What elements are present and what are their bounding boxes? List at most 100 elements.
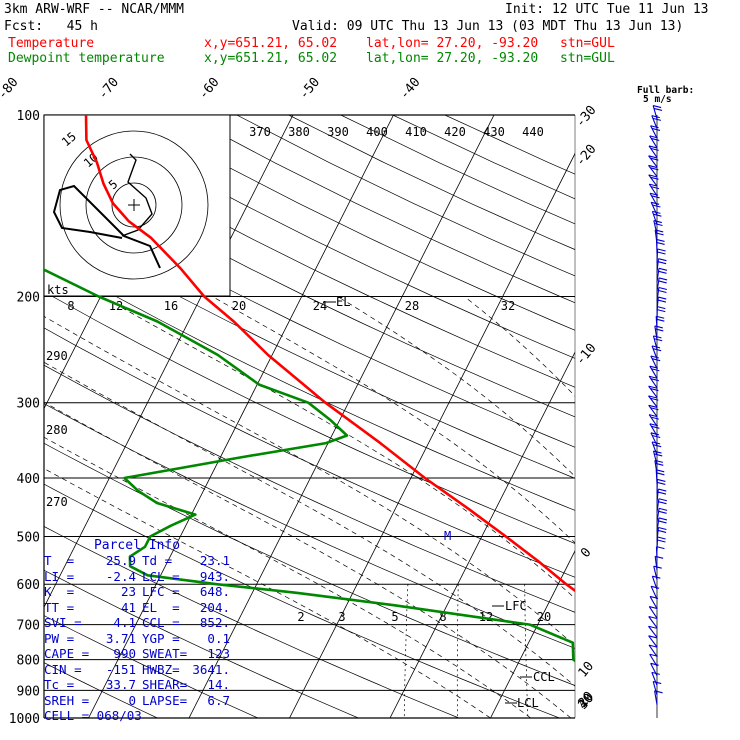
barb-flag: [654, 453, 663, 457]
barb-flag: [653, 107, 663, 111]
wind-barb: [649, 135, 660, 149]
barb-flag: [650, 388, 659, 392]
barb-staff: [648, 385, 658, 398]
wind-barb: [651, 671, 660, 686]
wind-barb: [654, 325, 664, 340]
barb-flag: [650, 432, 660, 436]
barb-staff: [656, 508, 660, 523]
pressure-label: 400: [17, 472, 40, 487]
barb-flag: [654, 222, 663, 227]
parcel-v1: 0: [128, 692, 136, 708]
dewpoint-legend-label: Dewpoint temperature: [8, 51, 165, 66]
barb-flag: [649, 183, 658, 187]
wind-barb: [656, 248, 666, 264]
barb-staff: [651, 672, 658, 686]
temperature-profile-line: [84, 115, 575, 593]
wind-barb: [653, 220, 663, 235]
parcel-l1: T =: [44, 553, 75, 568]
barb-flag: [648, 395, 657, 399]
parcel-row: Tc = 33.7 SHEAR= 14.: [44, 677, 230, 693]
barb-flag: [650, 397, 659, 401]
barb-flag: [657, 478, 666, 482]
parcel-v1: 4.1: [113, 615, 136, 630]
barb-staff: [648, 165, 658, 177]
parcel-l1: SREH =: [44, 692, 90, 708]
parcel-row: T = 25.9 Td = 23.1: [44, 553, 230, 569]
parcel-l2: HWBZ=: [142, 661, 180, 677]
isotherm-line: [88, 115, 394, 718]
barb-flag: [651, 345, 661, 349]
wind-barb: [656, 536, 666, 552]
barb-flag: [653, 450, 662, 454]
parcel-v1: -2.4: [105, 568, 136, 584]
parcel-v1: 33.7: [105, 677, 136, 692]
temperature-legend-label: Temperature: [8, 36, 95, 51]
barb-staff: [656, 258, 659, 273]
wind-barb: [648, 615, 658, 629]
hodograph-ring: [85, 156, 183, 254]
barb-flag: [650, 355, 659, 359]
wind-barb: [656, 488, 667, 504]
isotherm-label: -40: [397, 75, 424, 103]
barb-staff: [654, 325, 658, 340]
speed-label: 32: [501, 299, 515, 313]
isotherm-line: [389, 351, 575, 718]
dry-adiabat-line: [44, 123, 575, 388]
wind-barb: [650, 585, 660, 600]
wind-barbs: [648, 105, 668, 718]
barb-staff: [656, 248, 659, 264]
barb-flag: [653, 680, 662, 685]
barb-staff: [650, 125, 658, 139]
isotherm-label: -50: [297, 75, 324, 103]
theta-label: 270: [46, 495, 68, 509]
wind-barb: [655, 238, 665, 254]
barb-flag: [658, 289, 667, 294]
barb-flag: [658, 501, 667, 505]
parcel-v2: 6.7: [207, 692, 230, 708]
barb-flag: [653, 213, 662, 217]
wind-barb: [655, 315, 665, 331]
parcel-row: SVI = 4.1 CCL = 852.: [44, 615, 230, 631]
barb-flag: [651, 137, 660, 141]
pressure-label: 900: [17, 684, 40, 699]
wind-barb: [648, 385, 659, 398]
profiles: [44, 115, 575, 663]
barb-staff: [648, 644, 658, 657]
pressure-label: 800: [17, 654, 40, 669]
barb-flag: [653, 335, 662, 339]
dewpoint-station: stn=GUL: [560, 51, 615, 66]
barb-staff: [650, 202, 658, 216]
speed-label: 8: [67, 299, 74, 313]
isotherm-line: [289, 152, 575, 718]
mixing-ratio-line: [723, 584, 739, 718]
barb-staff: [649, 365, 658, 379]
barb-flag: [653, 220, 662, 224]
parcel-v2: 943.: [199, 568, 230, 584]
barb-staff: [652, 681, 658, 696]
barb-flag: [655, 229, 664, 233]
mixing-ratio-label: 2: [297, 610, 304, 624]
barb-flag: [657, 529, 667, 533]
wind-barb: [648, 145, 659, 158]
barb-flag: [654, 690, 663, 694]
pressure-label: 200: [17, 291, 40, 306]
barb-flag: [652, 210, 661, 214]
barb-flag: [657, 481, 666, 485]
barb-flag: [650, 416, 659, 420]
valid-time: Valid: 09 UTC Thu 13 Jun 13 (03 MDT Thu …: [292, 19, 684, 34]
barb-flag: [650, 585, 660, 589]
parcel-l2: LCL =: [142, 568, 180, 584]
mixing-ratio-line: [456, 584, 459, 718]
pressure-label: 700: [17, 619, 40, 634]
barb-flag: [658, 261, 667, 265]
wind-barb: [656, 306, 666, 321]
theta-label: 430: [483, 125, 505, 139]
barb-flag: [658, 526, 667, 531]
barb-flag: [655, 328, 664, 332]
wind-barb: [648, 625, 658, 638]
parcel-v1: 25.9: [105, 553, 136, 568]
barb-flag: [650, 378, 659, 382]
parcel-row: CAPE = 990 SWEAT= 123: [44, 646, 230, 662]
barb-staff: [651, 441, 658, 456]
